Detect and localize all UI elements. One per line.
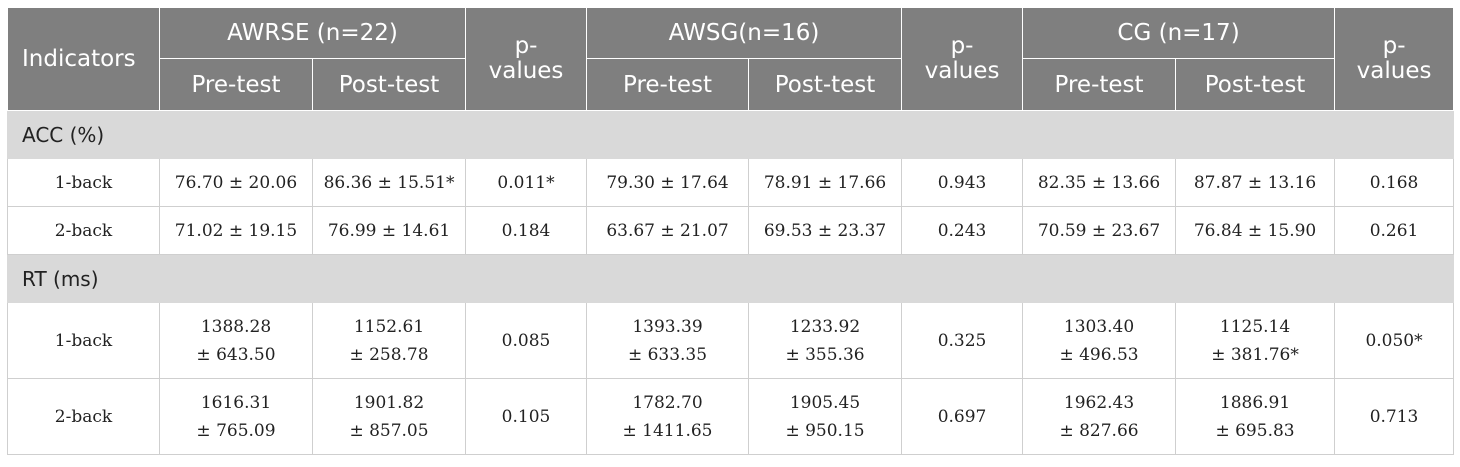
- pre-test-header: Pre-test: [586, 58, 750, 111]
- table-cell: 1616.31 ± 765.09: [159, 378, 313, 455]
- row-label: 1-back: [7, 158, 160, 207]
- post-test-header: Post-test: [1175, 58, 1336, 111]
- table-cell: 1388.28 ± 643.50: [159, 302, 313, 379]
- row-label: 2-back: [7, 206, 160, 255]
- p-value-cell: 0.943: [901, 158, 1024, 207]
- results-table: Indicators AWRSE (n=22) p- values AWSG(n…: [6, 7, 1455, 455]
- p-value-cell: 0.050*: [1334, 302, 1455, 379]
- table-row: 2-back 1616.31 ± 765.09 1901.82 ± 857.05 0.…: [7, 378, 1455, 455]
- table-cell: 70.59 ± 23.67: [1022, 206, 1177, 255]
- section-title: RT (ms): [6, 254, 1455, 303]
- p-values-header-1: p- values: [465, 7, 588, 111]
- p-values-header-3: p- values: [1334, 7, 1455, 111]
- pre-test-header: Pre-test: [159, 58, 313, 111]
- table-row: 1-back 76.70 ± 20.06 86.36 ± 15.51* 0.011* 7…: [7, 158, 1455, 207]
- table-cell: 82.35 ± 13.66: [1022, 158, 1177, 207]
- group-header-awrse: AWRSE (n=22): [158, 7, 467, 59]
- p-value-cell: 0.085: [465, 302, 588, 379]
- section-row: RT (ms): [6, 254, 1455, 303]
- table-cell: 1962.43 ± 827.66: [1022, 378, 1177, 455]
- p-values-header-2: p- values: [901, 7, 1024, 111]
- header-row-tests: Pre-test Post-test Pre-test Post-test Pr…: [8, 58, 1454, 111]
- p-value-cell: 0.243: [901, 206, 1024, 255]
- row-label: 2-back: [7, 378, 160, 455]
- table-cell: 76.99 ± 14.61: [311, 206, 467, 255]
- pre-test-header: Pre-test: [1022, 58, 1177, 111]
- post-test-header: Post-test: [311, 58, 467, 111]
- table-cell: 78.91 ± 17.66: [748, 158, 903, 207]
- p-value-cell: 0.261: [1334, 206, 1455, 255]
- p-value-cell: 0.011*: [465, 158, 588, 207]
- p-value-cell: 0.184: [465, 206, 588, 255]
- table-cell: 1125.14 ± 381.76*: [1175, 302, 1336, 379]
- table-cell: 1886.91 ± 695.83: [1175, 378, 1336, 455]
- table-cell: 1393.39 ± 633.35: [586, 302, 750, 379]
- table-cell: 63.67 ± 21.07: [586, 206, 750, 255]
- p-value-cell: 0.105: [465, 378, 588, 455]
- table-cell: 1152.61 ± 258.78: [311, 302, 467, 379]
- row-label: 1-back: [7, 302, 160, 379]
- table-cell: 1233.92 ± 355.36: [748, 302, 903, 379]
- table-cell: 87.87 ± 13.16: [1175, 158, 1336, 207]
- table-row: 1-back 1388.28 ± 643.50 1152.61 ± 258.78 0.…: [7, 302, 1455, 379]
- table-cell: 1901.82 ± 857.05: [311, 378, 467, 455]
- p-value-cell: 0.325: [901, 302, 1024, 379]
- table-row: 2-back 71.02 ± 19.15 76.99 ± 14.61 0.184 63.…: [7, 206, 1455, 255]
- table-cell: 1782.70 ± 1411.65: [586, 378, 750, 455]
- table-cell: 1905.45 ± 950.15: [748, 378, 903, 455]
- table-cell: 71.02 ± 19.15: [159, 206, 313, 255]
- group-header-awsg: AWSG(n=16): [586, 7, 903, 59]
- post-test-header: Post-test: [748, 58, 903, 111]
- table-cell: 76.84 ± 15.90: [1175, 206, 1336, 255]
- p-value-cell: 0.713: [1334, 378, 1455, 455]
- header-row-groups: Indicators AWRSE (n=22) p- values AWSG(n…: [7, 7, 1455, 111]
- indicators-header: Indicators: [7, 7, 160, 111]
- section-title: ACC (%): [6, 110, 1455, 159]
- section-row: ACC (%): [6, 110, 1455, 159]
- table-cell: 79.30 ± 17.64: [586, 158, 750, 207]
- group-header-cg: CG (n=17): [1022, 7, 1336, 59]
- table-cell: 1303.40 ± 496.53: [1022, 302, 1177, 379]
- p-value-cell: 0.697: [901, 378, 1024, 455]
- table-cell: 69.53 ± 23.37: [748, 206, 903, 255]
- p-value-cell: 0.168: [1334, 158, 1455, 207]
- table-cell: 76.70 ± 20.06: [159, 158, 313, 207]
- table-cell: 86.36 ± 15.51*: [311, 158, 467, 207]
